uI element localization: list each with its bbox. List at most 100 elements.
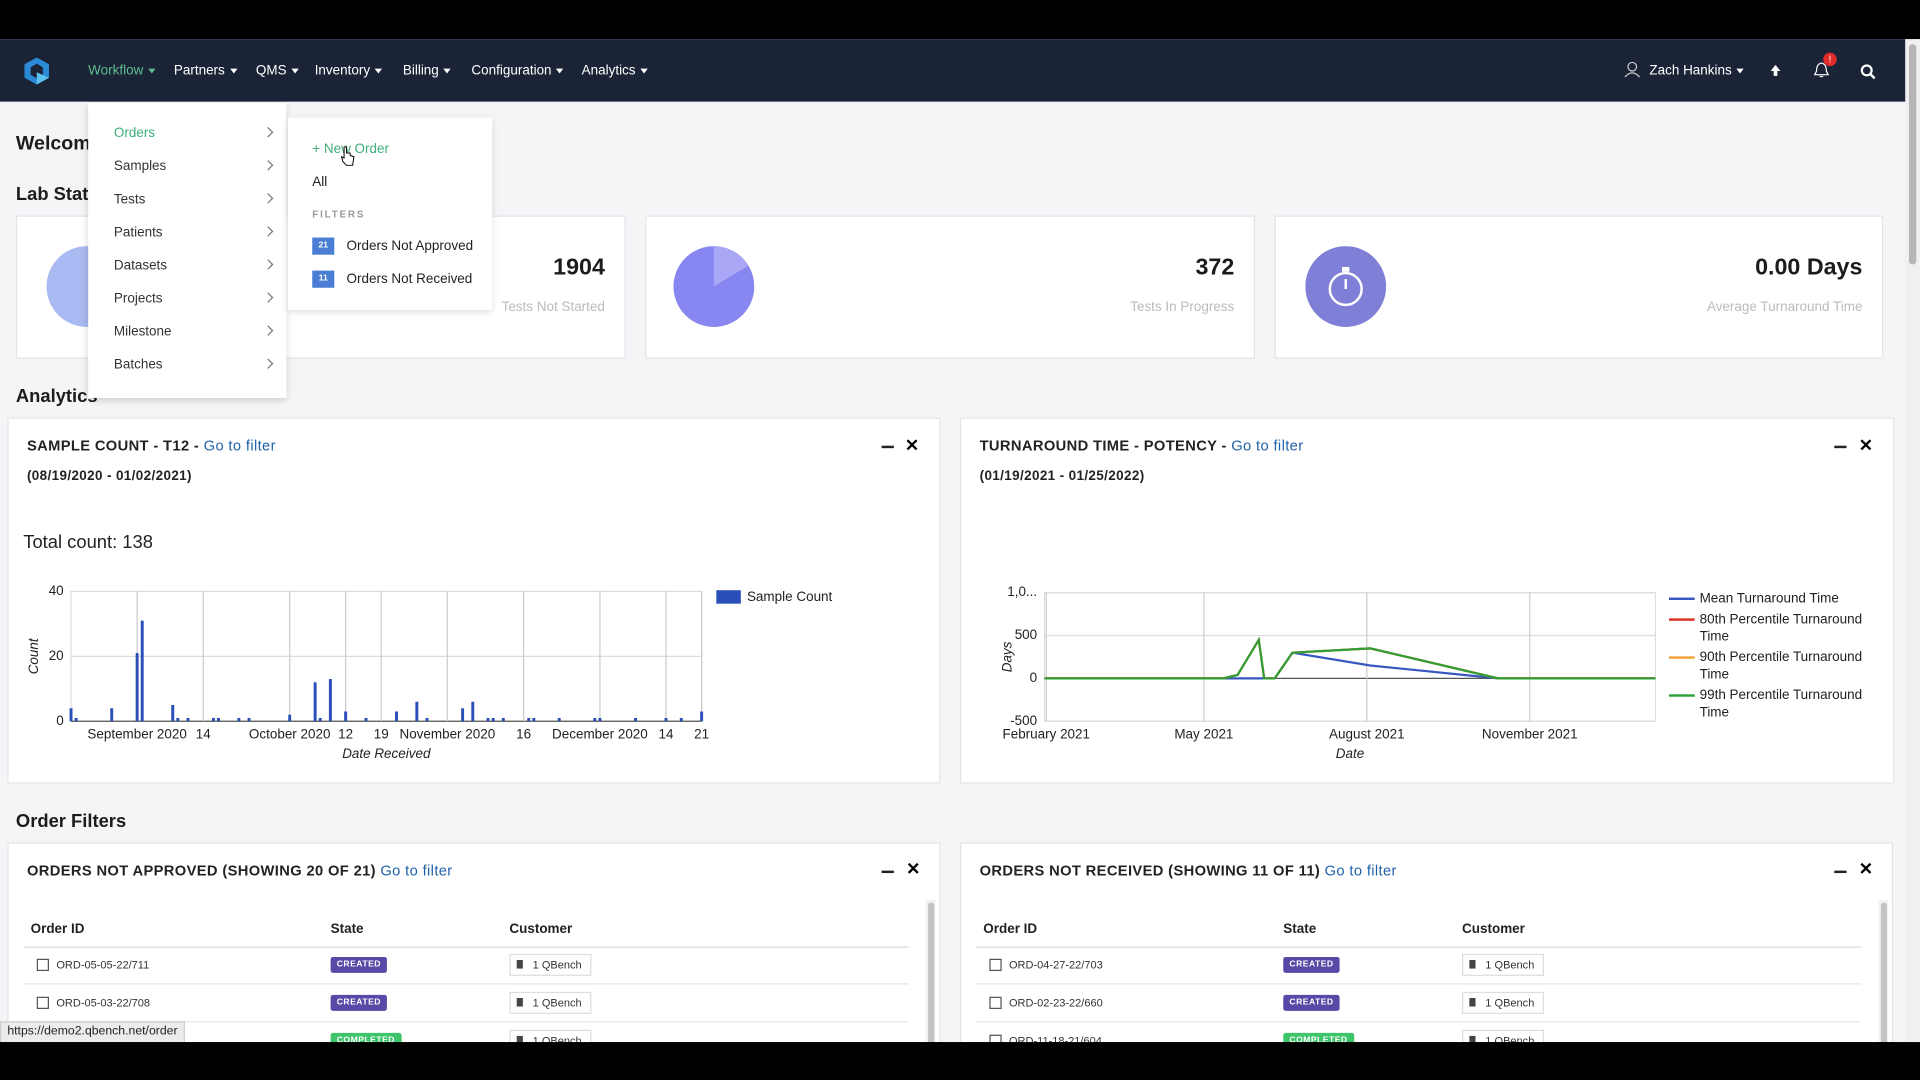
- bar: [217, 717, 220, 722]
- link[interactable]: Go to filter: [203, 437, 276, 455]
- legend-label: 80th Percentile Turnaround Time: [1699, 612, 1863, 645]
- stat-value: 1904: [553, 254, 605, 281]
- column-header: Order ID: [30, 922, 85, 937]
- legend-item: 90th Percentile Turnaround Time: [1668, 649, 1871, 683]
- bar: [598, 717, 602, 722]
- bar: [135, 653, 139, 722]
- customer: 1 QBench: [1462, 953, 1545, 976]
- nav-item[interactable]: QMS: [256, 64, 299, 78]
- filter-count: 21: [312, 237, 335, 255]
- chevron: [262, 127, 274, 138]
- chevron: [262, 160, 274, 171]
- close-button[interactable]: ✕: [1858, 435, 1874, 455]
- notification-badge: !: [1823, 52, 1837, 67]
- nav-item[interactable]: Billing: [403, 64, 452, 78]
- minimize-button[interactable]: [881, 870, 894, 874]
- filters-heading: FILTERS: [312, 208, 366, 220]
- x-tick-label: 14: [659, 726, 674, 741]
- nav-item[interactable]: Workflow: [88, 64, 156, 78]
- customer: 1 QBench: [509, 953, 592, 976]
- panel-title: TURNAROUND TIME - POTENCY - Go to filter: [979, 437, 1304, 455]
- dropdown-menu: Orders Samples Tests Patients Datasets Projec…: [88, 102, 287, 398]
- new-order[interactable]: + New Order: [312, 142, 389, 157]
- minimize-button[interactable]: [881, 445, 894, 449]
- order-id[interactable]: ORD-05-05-22/711: [56, 958, 150, 972]
- menu-item[interactable]: Patients: [113, 225, 163, 240]
- minimize-button[interactable]: [1834, 870, 1847, 874]
- x-tick-label: 14: [196, 726, 211, 741]
- nav-item[interactable]: Inventory: [315, 64, 383, 78]
- menu-item[interactable]: Milestone: [113, 324, 172, 340]
- bar: [461, 708, 465, 722]
- navbar: Workflow Partners QMS Inventory Billing …: [0, 39, 1906, 102]
- close-button[interactable]: ✕: [1858, 858, 1874, 878]
- legend-label: Mean Turnaround Time: [1699, 591, 1839, 607]
- search-icon[interactable]: [1860, 64, 1876, 80]
- bar: [593, 717, 597, 722]
- nav-item[interactable]: Partners: [174, 64, 238, 78]
- legend-label: 99th Percentile Turnaround Time: [1699, 688, 1863, 720]
- menu-item[interactable]: Tests: [113, 192, 146, 207]
- section-title: Analytics: [15, 386, 98, 408]
- minimize-button[interactable]: [1834, 445, 1847, 449]
- x-tick-label: November 2021: [1482, 726, 1578, 741]
- header-rule: [23, 946, 909, 948]
- x-tick-label: December 2020: [552, 726, 648, 741]
- x-tick-label: 12: [338, 726, 353, 741]
- column-header: State: [1283, 922, 1317, 937]
- stat-icon: [1305, 246, 1387, 327]
- table-scrollbar-thumb[interactable]: [1880, 902, 1887, 1080]
- edit-icon[interactable]: [36, 958, 49, 972]
- menu-item[interactable]: Datasets: [113, 258, 168, 274]
- menu-item[interactable]: Projects: [113, 291, 163, 307]
- row-rule: [975, 983, 1862, 985]
- nav-item[interactable]: Configuration: [471, 64, 564, 78]
- bar: [364, 717, 368, 722]
- filter-link[interactable]: Orders Not Received: [346, 271, 473, 287]
- link[interactable]: Go to filter: [1324, 862, 1397, 880]
- header-rule: [975, 946, 1862, 948]
- stat-value: 372: [1195, 254, 1235, 281]
- user-menu[interactable]: Zach Hankins: [1649, 64, 1744, 78]
- customer: 1 QBench: [1462, 991, 1545, 1014]
- menu-item[interactable]: Samples: [113, 159, 167, 174]
- scrollbar-thumb[interactable]: [1908, 44, 1917, 265]
- row-rule: [23, 1021, 909, 1023]
- table-scrollbar-thumb[interactable]: [928, 902, 935, 1080]
- edit-icon[interactable]: [989, 958, 1002, 972]
- customer-icon: [516, 960, 523, 969]
- chevron: [262, 193, 274, 204]
- nav-item[interactable]: Analytics: [582, 64, 648, 78]
- plot-area: [1043, 592, 1657, 722]
- bell-icon[interactable]: [1812, 61, 1830, 79]
- edit-icon[interactable]: [36, 996, 49, 1009]
- bar: [491, 717, 495, 722]
- y-tick-label: 40: [49, 583, 64, 598]
- bar: [288, 714, 292, 722]
- state-badge: CREATED: [330, 994, 388, 1011]
- customer-icon: [516, 997, 523, 1007]
- y-tick-label: 0: [56, 713, 63, 728]
- menu-item[interactable]: Batches: [113, 357, 163, 373]
- menu-link[interactable]: All: [312, 175, 328, 190]
- edit-icon[interactable]: [989, 996, 1002, 1009]
- link[interactable]: Go to filter: [1231, 437, 1304, 455]
- x-axis-title: Date: [1336, 746, 1364, 761]
- order-id[interactable]: ORD-05-03-22/708: [56, 996, 151, 1009]
- stat-label: Tests Not Started: [501, 300, 605, 315]
- scrollbar[interactable]: [1905, 39, 1920, 1043]
- logo[interactable]: [22, 56, 51, 85]
- chevron: [262, 226, 274, 237]
- upload-icon[interactable]: [1768, 64, 1783, 79]
- chevron: [262, 325, 274, 336]
- link[interactable]: Go to filter: [380, 862, 453, 880]
- order-id[interactable]: ORD-02-23-22/660: [1008, 996, 1103, 1009]
- menu-item[interactable]: Orders: [113, 126, 156, 141]
- legend-swatch: [716, 590, 741, 604]
- filter-link[interactable]: Orders Not Approved: [346, 238, 474, 254]
- close-button[interactable]: ✕: [906, 858, 921, 878]
- bar: [557, 717, 561, 722]
- welcome: Welcome: [15, 133, 102, 155]
- order-id[interactable]: ORD-04-27-22/703: [1008, 958, 1103, 972]
- close-button[interactable]: ✕: [904, 435, 920, 455]
